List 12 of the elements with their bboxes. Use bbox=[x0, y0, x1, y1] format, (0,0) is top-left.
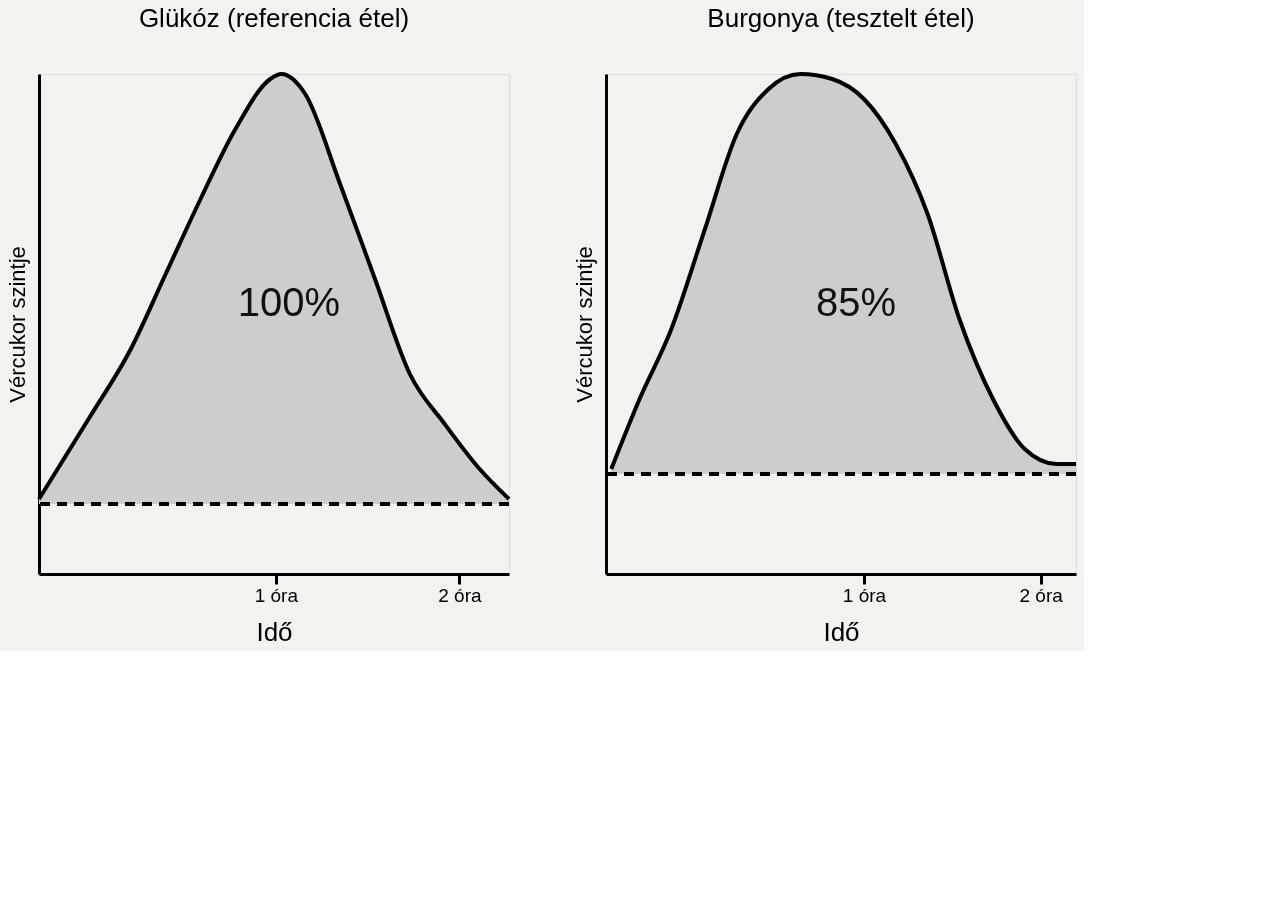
chart-title: Burgonya (tesztelt étel) bbox=[707, 3, 975, 33]
x-axis-title: Idő bbox=[823, 616, 860, 647]
x-axis-title: Idő bbox=[256, 616, 293, 647]
y-axis-title: Vércukor szintje bbox=[4, 246, 30, 403]
chart-title: Glükóz (referencia étel) bbox=[138, 3, 410, 33]
x-tick-label: 2 óra bbox=[438, 584, 483, 606]
annotation: 85% bbox=[815, 280, 897, 324]
x-tick-label: 1 óra bbox=[254, 584, 299, 606]
annotation: 100% bbox=[237, 280, 341, 324]
y-axis-title: Vércukor szintje bbox=[571, 246, 597, 403]
x-tick-label: 2 óra bbox=[1019, 584, 1064, 606]
x-tick-label: 1 óra bbox=[842, 584, 887, 606]
